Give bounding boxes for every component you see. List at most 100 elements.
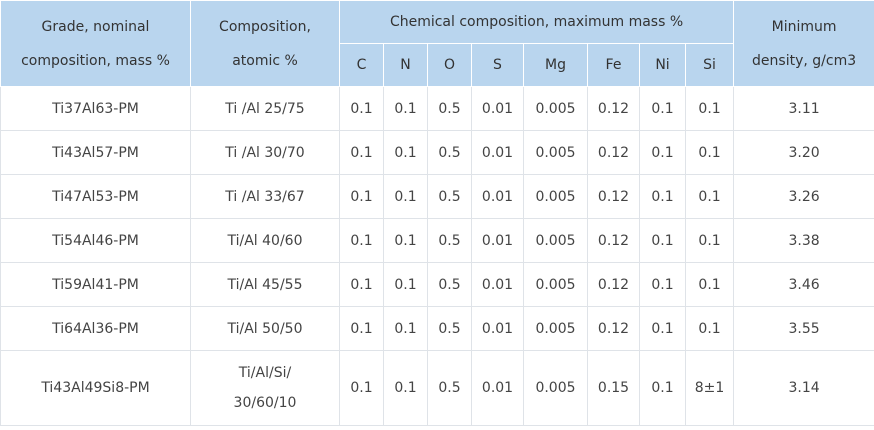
table-cell: 0.5 <box>427 130 472 175</box>
table-header: Grade, nominal composition, mass % Compo… <box>0 0 874 87</box>
table-cell: Ti43Al49Si8-PM <box>0 350 191 426</box>
table-cell: 0.12 <box>587 86 640 131</box>
table-cell: 0.1 <box>339 86 384 131</box>
table-cell: 3.55 <box>733 306 874 351</box>
table-cell: 0.5 <box>427 86 472 131</box>
table-cell: 0.1 <box>383 262 428 307</box>
table-cell: 0.1 <box>339 174 384 219</box>
table-cell: 3.38 <box>733 218 874 263</box>
table-row: Ti37Al63-PM Ti /Al 25/75 0.1 0.1 0.5 0.01 0.00… <box>0 86 874 131</box>
element-header: N <box>383 43 428 87</box>
table-cell: 0.01 <box>471 174 524 219</box>
table-cell: 0.5 <box>427 350 472 426</box>
table-cell: Ti47Al53-PM <box>0 174 191 219</box>
table-cell: Ti/Al 50/50 <box>190 306 340 351</box>
table-cell: 0.01 <box>471 130 524 175</box>
header-cell: Minimum density, g/cm3 <box>733 0 874 87</box>
table-cell: 0.1 <box>684 174 735 219</box>
table-cell: Ti59Al41-PM <box>0 262 191 307</box>
table-cell: 3.14 <box>733 350 874 426</box>
table-cell: 0.1 <box>684 306 735 351</box>
table-row: Ti43Al57-PM Ti /Al 30/70 0.1 0.1 0.5 0.01 0.00… <box>0 130 874 175</box>
table-cell: 0.1 <box>684 262 735 307</box>
table-cell: 0.1 <box>339 350 384 426</box>
table-cell: 0.5 <box>427 218 472 263</box>
table-cell: Ti/Al/Si/ 30/60/10 <box>190 350 340 426</box>
table-cell: 0.1 <box>383 174 428 219</box>
table-cell: Ti37Al63-PM <box>0 86 191 131</box>
table-cell: 0.5 <box>427 174 472 219</box>
table-cell: Ti/Al 40/60 <box>190 218 340 263</box>
table-cell: 0.1 <box>383 218 428 263</box>
element-header: O <box>427 43 472 87</box>
table-cell: 0.1 <box>383 86 428 131</box>
table-cell: 0.005 <box>523 218 588 263</box>
table-cell: 0.12 <box>587 306 640 351</box>
table-cell: 0.12 <box>587 130 640 175</box>
table-cell: 0.005 <box>523 306 588 351</box>
table-cell: Ti43Al57-PM <box>0 130 191 175</box>
table-cell: 0.1 <box>639 306 686 351</box>
table-cell: 0.1 <box>339 306 384 351</box>
table-cell: Ti/Al 45/55 <box>190 262 340 307</box>
element-header: C <box>339 43 384 87</box>
header-cell: Chemical composition, maximum mass % <box>338 0 735 44</box>
table-cell: 0.5 <box>427 306 472 351</box>
table-cell: 0.1 <box>383 130 428 175</box>
table-cell: 0.005 <box>523 86 588 131</box>
table-cell: Ti /Al 25/75 <box>190 86 340 131</box>
table-cell: 0.12 <box>587 218 640 263</box>
table-cell: 0.12 <box>587 174 640 219</box>
header-cell: Composition, atomic % <box>190 0 340 87</box>
table-cell: 0.01 <box>471 218 524 263</box>
table-cell: 0.1 <box>639 350 686 426</box>
table-cell: 0.1 <box>639 86 686 131</box>
table-cell: 0.005 <box>523 350 588 426</box>
table-cell: Ti54Al46-PM <box>0 218 191 263</box>
table-cell: 0.1 <box>383 306 428 351</box>
table-row: Ti59Al41-PM Ti/Al 45/55 0.1 0.1 0.5 0.01 0.005… <box>0 262 874 307</box>
table-cell: 0.1 <box>339 130 384 175</box>
table-cell: 3.46 <box>733 262 874 307</box>
element-header: Si <box>684 43 735 87</box>
table-cell: 8±1 <box>684 350 735 426</box>
element-header: Ni <box>639 43 686 87</box>
table-cell: 0.1 <box>639 218 686 263</box>
table-cell: 0.1 <box>383 350 428 426</box>
table-cell: 0.1 <box>639 130 686 175</box>
table-cell: 0.005 <box>523 130 588 175</box>
table-row: Ti43Al49Si8-PM Ti/Al/Si/ 30/60/10 0.1 0.1 0.… <box>0 350 874 426</box>
table-cell: 0.1 <box>639 174 686 219</box>
table-cell: 3.20 <box>733 130 874 175</box>
table-row: Ti47Al53-PM Ti /Al 33/67 0.1 0.1 0.5 0.01 0.00… <box>0 174 874 219</box>
table-cell: 0.1 <box>684 86 735 131</box>
table-cell: 0.1 <box>339 218 384 263</box>
table-cell: 0.1 <box>684 218 735 263</box>
table-cell: 0.01 <box>471 262 524 307</box>
table-cell: Ti /Al 30/70 <box>190 130 340 175</box>
table-cell: 0.005 <box>523 262 588 307</box>
table-cell: 0.1 <box>684 130 735 175</box>
table-cell: 0.1 <box>339 262 384 307</box>
header-cell: Grade, nominal composition, mass % <box>0 0 191 87</box>
table-cell: 0.5 <box>427 262 472 307</box>
table-cell: 0.01 <box>471 86 524 131</box>
table-body: Ti37Al63-PM Ti /Al 25/75 0.1 0.1 0.5 0.01 0.00… <box>0 86 874 426</box>
table-cell: 3.11 <box>733 86 874 131</box>
table-cell: 0.1 <box>639 262 686 307</box>
table-cell: 0.15 <box>587 350 640 426</box>
element-header: Fe <box>587 43 640 87</box>
table-cell: 0.01 <box>471 306 524 351</box>
table-row: Ti64Al36-PM Ti/Al 50/50 0.1 0.1 0.5 0.01 0.005… <box>0 306 874 351</box>
element-header: S <box>471 43 524 87</box>
table-cell: 0.005 <box>523 174 588 219</box>
table-cell: 3.26 <box>733 174 874 219</box>
table-cell: Ti /Al 33/67 <box>190 174 340 219</box>
table-cell: 0.12 <box>587 262 640 307</box>
table-cell: Ti64Al36-PM <box>0 306 191 351</box>
element-header: Mg <box>523 43 588 87</box>
table-row: Ti54Al46-PM Ti/Al 40/60 0.1 0.1 0.5 0.01 0.005… <box>0 218 874 263</box>
table-cell: 0.01 <box>471 350 524 426</box>
